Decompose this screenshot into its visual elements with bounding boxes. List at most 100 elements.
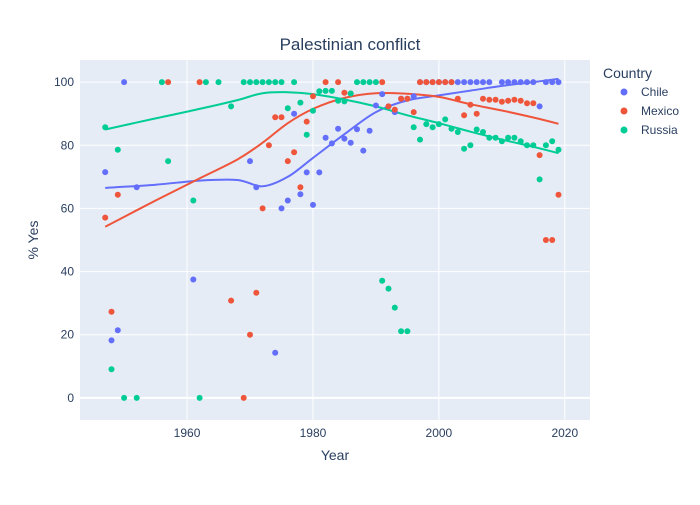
point-chile[interactable] xyxy=(360,147,367,154)
point-russia[interactable] xyxy=(505,134,512,141)
point-russia[interactable] xyxy=(410,124,417,131)
point-chile[interactable] xyxy=(366,127,373,134)
point-mexico[interactable] xyxy=(524,100,530,107)
point-mexico[interactable] xyxy=(505,97,512,104)
point-russia[interactable] xyxy=(536,176,543,183)
point-russia[interactable] xyxy=(486,134,493,141)
point-chile[interactable] xyxy=(511,79,518,86)
point-chile[interactable] xyxy=(272,349,279,356)
point-russia[interactable] xyxy=(190,197,197,204)
point-russia[interactable] xyxy=(240,79,247,86)
point-russia[interactable] xyxy=(517,138,524,145)
point-russia[interactable] xyxy=(442,116,449,123)
point-chile[interactable] xyxy=(190,276,197,283)
point-mexico[interactable] xyxy=(310,93,316,100)
point-chile[interactable] xyxy=(505,79,512,86)
point-russia[interactable] xyxy=(423,121,430,128)
point-russia[interactable] xyxy=(272,79,279,86)
point-chile[interactable] xyxy=(253,184,260,191)
point-chile[interactable] xyxy=(114,327,121,334)
point-russia[interactable] xyxy=(454,129,461,135)
point-russia[interactable] xyxy=(372,79,379,86)
point-russia[interactable] xyxy=(335,97,342,104)
point-russia[interactable] xyxy=(303,131,310,138)
point-mexico[interactable] xyxy=(259,205,266,212)
point-mexico[interactable] xyxy=(423,79,430,86)
point-chile[interactable] xyxy=(530,79,537,86)
point-mexico[interactable] xyxy=(240,394,247,401)
point-mexico[interactable] xyxy=(555,191,562,198)
point-chile[interactable] xyxy=(372,102,379,109)
point-mexico[interactable] xyxy=(284,158,291,165)
point-russia[interactable] xyxy=(114,146,121,153)
point-russia[interactable] xyxy=(404,328,411,335)
point-chile[interactable] xyxy=(549,79,556,86)
point-mexico[interactable] xyxy=(341,89,348,96)
point-russia[interactable] xyxy=(310,107,316,114)
point-mexico[interactable] xyxy=(486,96,493,103)
point-russia[interactable] xyxy=(391,304,398,311)
point-russia[interactable] xyxy=(121,394,128,401)
point-russia[interactable] xyxy=(328,87,335,94)
point-russia[interactable] xyxy=(341,98,348,105)
point-mexico[interactable] xyxy=(102,214,109,221)
point-mexico[interactable] xyxy=(303,118,310,125)
point-mexico[interactable] xyxy=(335,79,342,86)
point-russia[interactable] xyxy=(247,79,253,86)
point-russia[interactable] xyxy=(480,129,486,135)
point-mexico[interactable] xyxy=(410,109,417,116)
point-mexico[interactable] xyxy=(498,98,505,105)
point-mexico[interactable] xyxy=(322,79,329,86)
point-russia[interactable] xyxy=(265,79,272,86)
point-russia[interactable] xyxy=(360,79,367,86)
point-russia[interactable] xyxy=(555,146,562,153)
point-russia[interactable] xyxy=(448,125,455,132)
point-mexico[interactable] xyxy=(435,79,442,86)
point-mexico[interactable] xyxy=(398,95,405,102)
point-russia[interactable] xyxy=(385,285,392,292)
point-mexico[interactable] xyxy=(549,237,556,243)
point-russia[interactable] xyxy=(498,138,505,145)
point-chile[interactable] xyxy=(524,79,530,86)
point-chile[interactable] xyxy=(297,191,304,198)
point-mexico[interactable] xyxy=(385,103,392,110)
point-russia[interactable] xyxy=(524,142,530,149)
legend[interactable]: Country Chile Mexico Russia xyxy=(603,65,679,137)
point-mexico[interactable] xyxy=(442,79,449,86)
point-chile[interactable] xyxy=(410,93,417,100)
point-mexico[interactable] xyxy=(165,79,172,86)
point-chile[interactable] xyxy=(102,169,109,176)
point-russia[interactable] xyxy=(492,134,499,141)
point-russia[interactable] xyxy=(316,88,323,95)
point-russia[interactable] xyxy=(196,394,203,401)
point-russia[interactable] xyxy=(108,366,115,373)
point-chile[interactable] xyxy=(536,103,543,110)
point-mexico[interactable] xyxy=(404,95,411,102)
point-mexico[interactable] xyxy=(511,96,518,103)
point-russia[interactable] xyxy=(530,142,537,149)
legend-item-mexico[interactable]: Mexico xyxy=(620,104,680,118)
point-chile[interactable] xyxy=(121,79,128,86)
point-chile[interactable] xyxy=(247,158,253,165)
point-russia[interactable] xyxy=(398,328,405,335)
point-russia[interactable] xyxy=(347,90,354,97)
point-russia[interactable] xyxy=(215,79,222,86)
point-russia[interactable] xyxy=(284,105,291,112)
legend-item-russia[interactable]: Russia xyxy=(620,123,679,137)
point-russia[interactable] xyxy=(322,87,329,94)
point-mexico[interactable] xyxy=(473,110,480,117)
point-mexico[interactable] xyxy=(265,142,272,149)
point-russia[interactable] xyxy=(158,79,165,86)
point-chile[interactable] xyxy=(461,79,468,86)
point-russia[interactable] xyxy=(297,99,304,106)
point-chile[interactable] xyxy=(347,139,354,146)
point-mexico[interactable] xyxy=(517,97,524,104)
point-mexico[interactable] xyxy=(417,79,423,86)
point-mexico[interactable] xyxy=(391,106,398,113)
point-mexico[interactable] xyxy=(480,95,486,102)
point-mexico[interactable] xyxy=(108,308,115,315)
point-russia[interactable] xyxy=(228,103,235,110)
point-chile[interactable] xyxy=(322,134,329,141)
point-chile[interactable] xyxy=(379,91,386,98)
point-chile[interactable] xyxy=(454,79,461,86)
